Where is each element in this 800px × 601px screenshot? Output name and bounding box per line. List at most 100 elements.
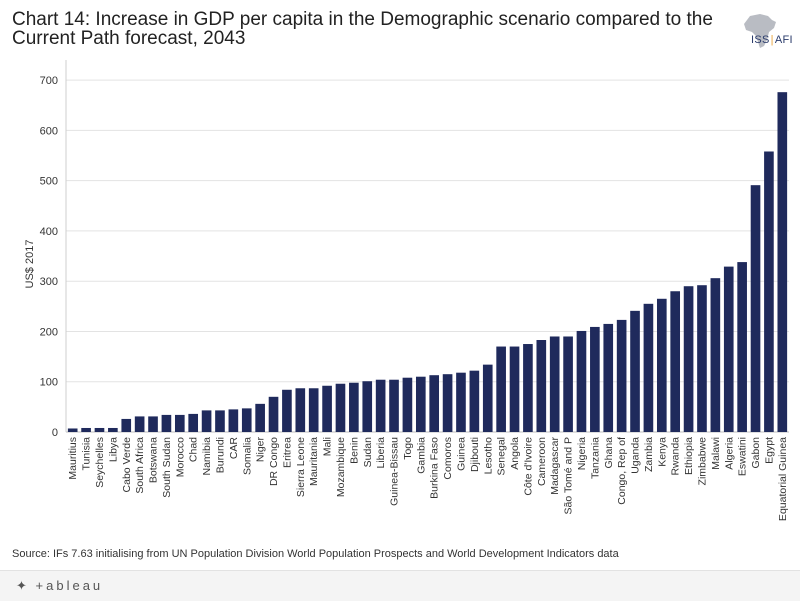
bar — [268, 396, 279, 432]
x-tick-label: Togo — [402, 437, 414, 460]
bar — [563, 336, 573, 432]
bar — [697, 285, 707, 432]
chart-title: Chart 14: Increase in GDP per capita in … — [12, 9, 713, 49]
bar — [335, 383, 346, 432]
x-tick-label: Cameroon — [536, 437, 548, 486]
bar — [81, 427, 91, 432]
bar — [630, 310, 640, 432]
x-tick-label: Algeria — [723, 437, 735, 470]
x-tick-label: Sudan — [362, 437, 374, 468]
x-tick-label: Kenya — [656, 437, 668, 467]
iss-logo: ISS|AFI — [751, 34, 793, 46]
x-tick-label: Chad — [188, 437, 200, 462]
footer-bar: ✦ +ableau — [0, 570, 800, 601]
x-tick-label: São Tomé and P — [563, 437, 575, 514]
x-tick-label: Ethiopia — [683, 437, 695, 475]
x-tick-label: DR Congo — [268, 437, 280, 486]
bar — [656, 298, 667, 432]
bar — [523, 344, 533, 432]
x-tick-label: Eswatini — [737, 437, 749, 476]
x-tick-label: Uganda — [630, 437, 642, 474]
y-tick-label: 0 — [52, 427, 58, 439]
bar — [322, 385, 332, 432]
bar — [670, 291, 681, 432]
logo-text-separator: | — [770, 34, 774, 46]
tableau-logo[interactable]: ✦ +ableau — [16, 578, 103, 594]
bar — [616, 319, 627, 432]
bar — [764, 151, 774, 433]
x-tick-label: Equatorial Guinea — [777, 437, 789, 521]
bar — [108, 427, 118, 432]
x-tick-label: Comoros — [442, 437, 454, 480]
bar — [723, 266, 734, 432]
x-tick-label: Tunisia — [81, 437, 93, 471]
africa-map-icon — [744, 14, 776, 48]
x-tick-label: Mauritania — [308, 437, 320, 486]
bar — [710, 278, 721, 432]
bar — [215, 410, 225, 432]
bar — [201, 410, 212, 432]
x-tick-label: Angola — [509, 437, 521, 470]
bar — [295, 388, 306, 432]
x-tick-label: Namibia — [201, 437, 213, 476]
bar — [349, 382, 359, 432]
bar — [148, 416, 158, 432]
bar — [241, 408, 252, 432]
y-tick-label: 100 — [40, 377, 58, 389]
x-tick-label: Morocco — [174, 437, 186, 477]
x-tick-label: Liberia — [375, 437, 387, 469]
y-tick-label: 500 — [40, 176, 58, 188]
x-tick-label: Niger — [255, 436, 267, 462]
bar — [737, 262, 747, 432]
y-tick-label: 600 — [40, 125, 58, 137]
bar — [576, 330, 587, 432]
bar — [509, 346, 520, 432]
x-tick-label: Burkina Faso — [429, 437, 441, 499]
x-tick-label: Madagascar — [549, 436, 561, 494]
bar — [643, 303, 654, 432]
x-tick-label: Botswana — [148, 437, 160, 483]
x-tick-label: Zimbabwe — [696, 437, 708, 486]
x-tick-label: Gambia — [415, 437, 427, 474]
bar — [603, 323, 614, 432]
x-tick-label: South Sudan — [161, 437, 173, 498]
y-tick-label: 200 — [40, 326, 58, 338]
bar — [402, 377, 413, 432]
x-tick-label: Mozambique — [335, 437, 347, 497]
x-tick-label: Burundi — [214, 437, 226, 473]
x-tick-label: Rwanda — [670, 437, 682, 476]
bar — [67, 428, 78, 432]
tableau-plus-icon: ✦ — [16, 578, 29, 593]
bar — [777, 92, 788, 432]
y-tick-label: 400 — [40, 226, 58, 238]
bar — [174, 414, 185, 432]
x-tick-label: Congo, Rep of — [616, 437, 628, 505]
x-tick-label: Benin — [348, 437, 360, 464]
x-tick-label: Tanzania — [589, 437, 601, 479]
bar — [536, 340, 547, 432]
bar — [188, 413, 199, 432]
bar — [308, 388, 319, 432]
bar — [456, 372, 466, 432]
bar — [375, 379, 386, 432]
x-tick-label: Nigeria — [576, 437, 588, 470]
bar — [282, 389, 292, 432]
x-tick-label: Egypt — [763, 437, 775, 464]
y-tick-label: 300 — [40, 276, 58, 288]
bar — [134, 416, 145, 432]
bar — [442, 374, 453, 432]
tableau-brand-text: +ableau — [35, 578, 104, 593]
y-tick-label: 700 — [40, 75, 58, 87]
bar — [161, 414, 172, 432]
y-axis-title: US$ 2017 — [24, 240, 36, 289]
bar — [482, 364, 493, 432]
x-tick-label: Gabon — [750, 437, 762, 469]
bar — [750, 185, 761, 432]
x-tick-label: Ghana — [603, 437, 615, 469]
logo-text-main: ISS — [751, 34, 770, 46]
bar — [362, 381, 373, 432]
x-tick-label: CAR — [228, 437, 240, 460]
bar — [94, 427, 105, 432]
x-tick-label: Libya — [107, 437, 119, 462]
